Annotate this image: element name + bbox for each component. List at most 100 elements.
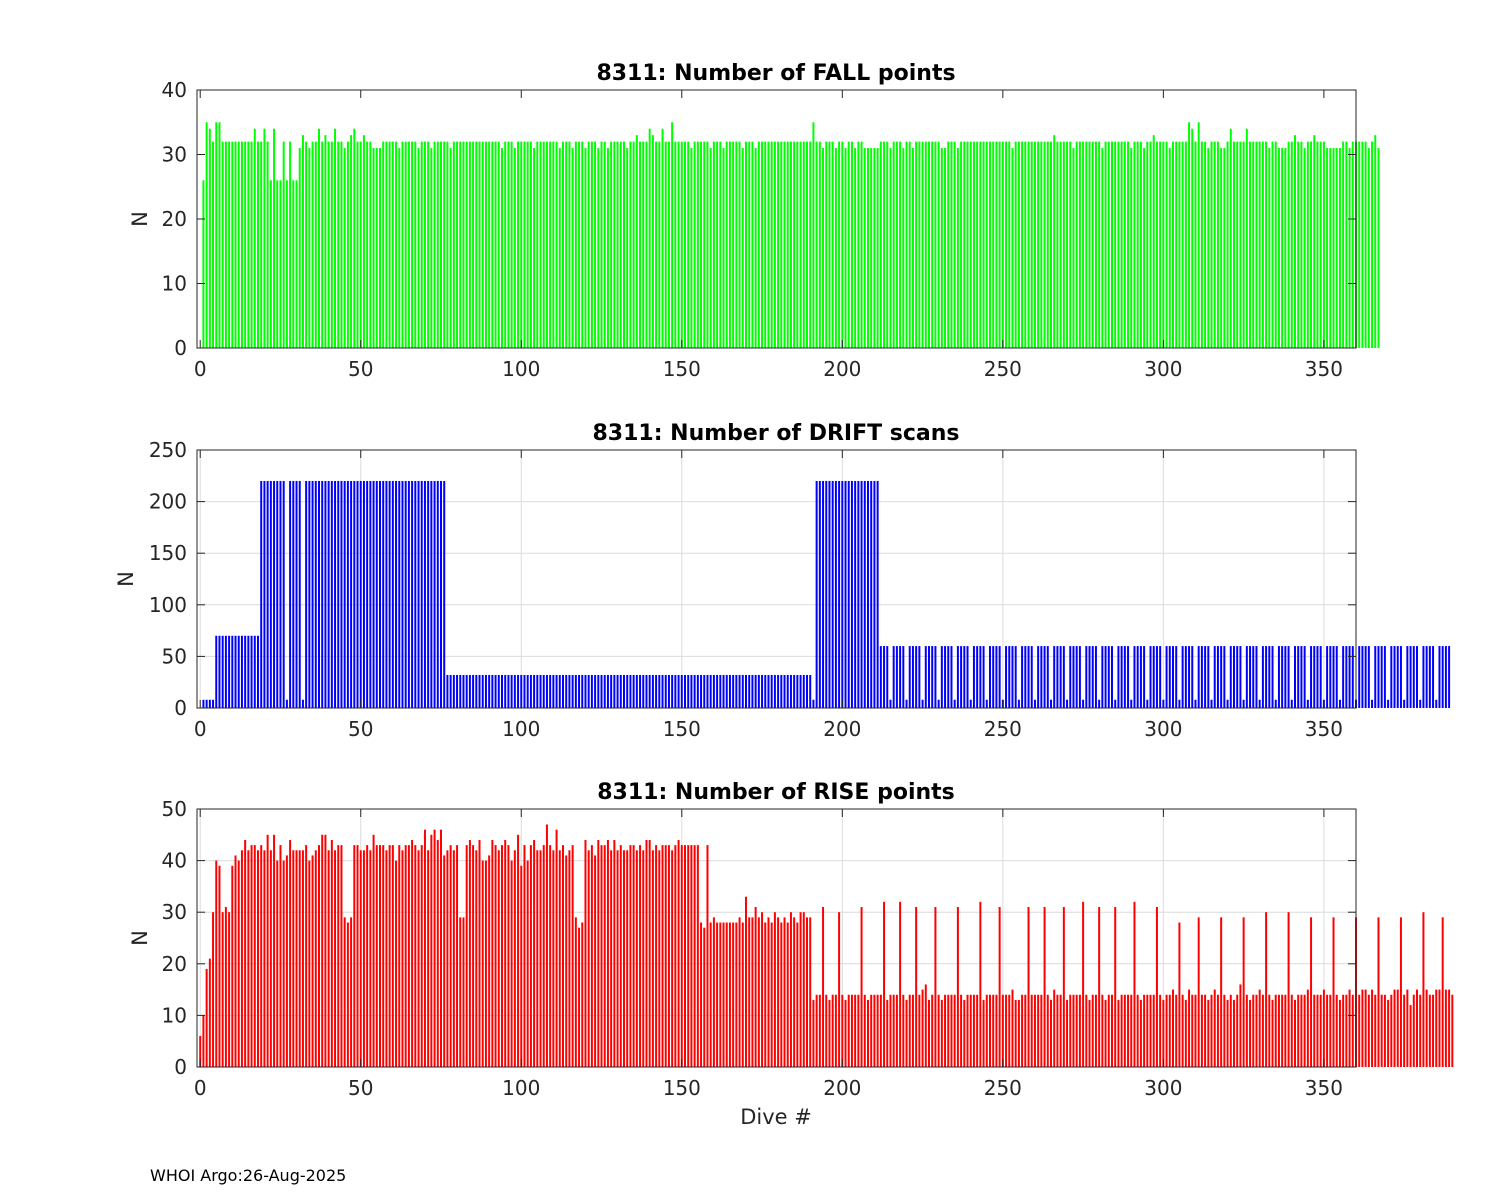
fall-bar	[1310, 141, 1313, 348]
fall-bar	[966, 141, 969, 348]
fall-bar	[1274, 141, 1277, 348]
rise-bar	[356, 845, 359, 1067]
drift-bar	[674, 674, 677, 708]
fall-bar	[1172, 141, 1174, 348]
drift-bar	[356, 480, 359, 708]
drift-bar	[369, 480, 372, 708]
drift-bar	[359, 480, 362, 708]
drift-y-tick-label: 0	[174, 696, 187, 720]
rise-bar	[741, 922, 744, 1067]
fall-bar	[982, 141, 985, 348]
rise-bar	[1136, 994, 1139, 1067]
fall-bar	[356, 141, 359, 348]
drift-bar	[468, 674, 471, 708]
rise-bar	[571, 845, 574, 1067]
drift-bar	[334, 480, 337, 708]
rise-bar	[1425, 989, 1428, 1067]
drift-bar	[854, 480, 857, 708]
drift-bar	[1127, 646, 1130, 708]
drift-bar	[1053, 646, 1056, 708]
fall-bar	[1001, 141, 1004, 348]
rise-bar	[1149, 994, 1152, 1067]
drift-bar	[867, 480, 869, 708]
rise-bar	[944, 994, 947, 1067]
fall-bar	[549, 141, 552, 348]
fall-bar	[818, 141, 821, 348]
fall-bar	[526, 141, 529, 348]
rise-bar	[1117, 999, 1120, 1067]
rise-bar	[985, 994, 988, 1067]
fall-bar	[285, 180, 288, 348]
fall-x-tick-label: 150	[663, 357, 701, 381]
fall-bar	[289, 141, 292, 348]
fall-bar	[1239, 141, 1242, 348]
rise-bar	[1306, 989, 1309, 1067]
rise-bar	[456, 845, 459, 1067]
rise-bar	[818, 994, 821, 1067]
drift-bar	[1188, 646, 1191, 708]
fall-bar	[754, 148, 757, 348]
fall-bar	[379, 148, 381, 348]
fall-bar	[1271, 141, 1274, 348]
fall-bar	[581, 141, 584, 348]
rise-bar	[648, 839, 651, 1067]
rise-bar	[549, 845, 552, 1067]
drift-bar	[484, 674, 487, 708]
fall-bar	[895, 141, 898, 348]
rise-bar	[1104, 999, 1107, 1067]
rise-bar	[738, 917, 741, 1067]
fall-bar	[1149, 141, 1152, 348]
drift-x-tick-label: 200	[823, 717, 861, 741]
drift-y-tick-label: 150	[149, 541, 187, 565]
fall-bar	[369, 141, 372, 348]
fall-bar	[1114, 141, 1117, 348]
rise-bar	[433, 829, 436, 1067]
rise-bar	[597, 839, 600, 1067]
rise-bar	[1111, 994, 1113, 1067]
rise-bar	[430, 834, 433, 1067]
drift-bar	[276, 480, 279, 708]
drift-scans-panel: 0 50 100 150 200 250 300 350 0 50 100 150 200 250 831…	[114, 421, 1451, 741]
fall-bar	[1361, 141, 1364, 348]
drift-bar	[616, 674, 619, 708]
drift-bar	[1152, 646, 1155, 708]
rise-bar	[289, 839, 292, 1067]
fall-bar	[1233, 141, 1235, 348]
fall-bar	[876, 148, 879, 348]
drift-bar	[1078, 646, 1081, 708]
rise-bar	[366, 845, 369, 1067]
drift-bar	[1377, 646, 1380, 708]
rise-bar	[1297, 994, 1300, 1067]
fall-bar	[1175, 141, 1178, 348]
rise-bar	[250, 845, 253, 1067]
rise-bar	[1005, 994, 1008, 1067]
drift-bar	[1008, 646, 1011, 708]
rise-bar	[655, 845, 658, 1067]
fall-bar	[314, 141, 317, 348]
rise-bar	[876, 994, 879, 1067]
rise-bar	[1290, 994, 1293, 1067]
drift-bar	[1194, 699, 1197, 708]
rise-bar	[574, 917, 577, 1067]
fall-bar	[1204, 141, 1207, 348]
drift-bar	[1249, 646, 1252, 708]
drift-bar	[870, 480, 873, 708]
rise-bar	[417, 850, 420, 1067]
rise-bar	[584, 839, 587, 1067]
rise-bar	[526, 860, 529, 1067]
fall-bar	[1216, 141, 1219, 348]
drift-bar	[1069, 646, 1072, 708]
fall-bar	[456, 141, 459, 348]
rise-bar	[404, 845, 407, 1067]
rise-bar	[1043, 907, 1046, 1067]
rise-bar	[266, 834, 269, 1067]
drift-bar	[1216, 646, 1219, 708]
drift-axes-box	[196, 449, 1357, 709]
rise-bar	[314, 850, 317, 1067]
drift-bar	[324, 480, 327, 708]
rise-bar	[337, 845, 340, 1067]
rise-bar	[468, 839, 471, 1067]
rise-bar	[664, 845, 667, 1067]
drift-bar	[1396, 646, 1399, 708]
drift-bar	[783, 674, 786, 708]
